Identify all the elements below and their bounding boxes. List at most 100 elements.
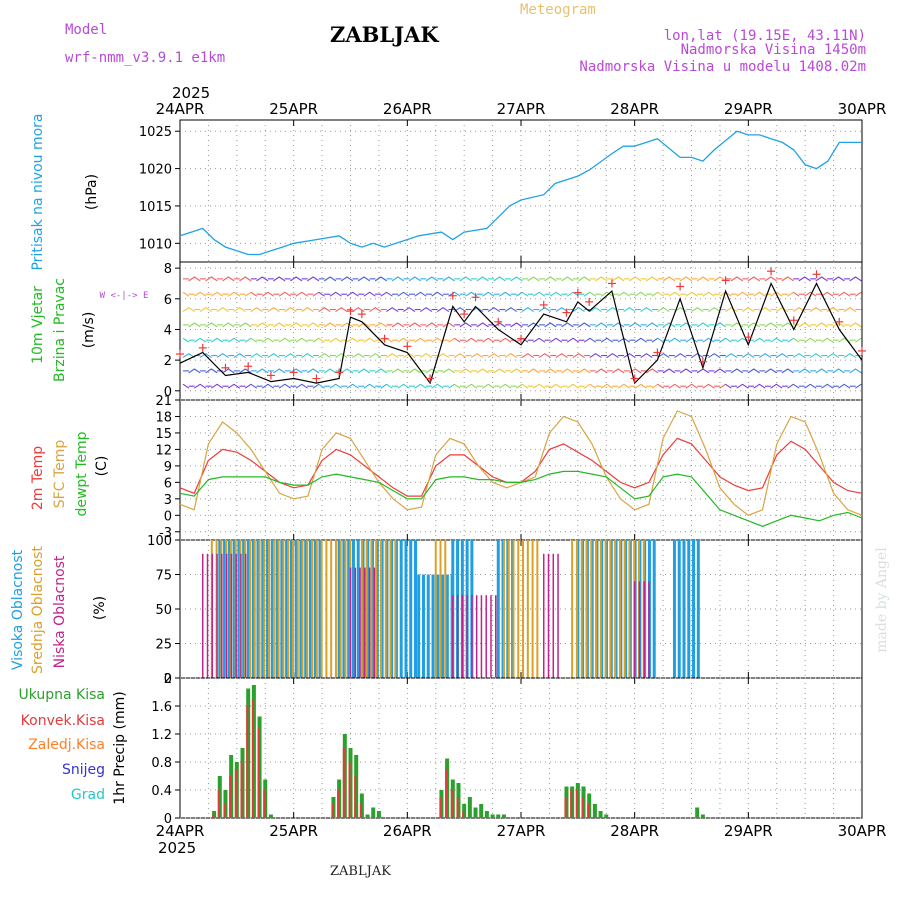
wind-arrow — [838, 383, 845, 389]
wind-arrow — [843, 291, 851, 297]
wind-arrow — [369, 291, 376, 297]
wind-arrow — [414, 291, 421, 297]
wind-arrow — [510, 353, 518, 358]
wind-arrow — [781, 353, 789, 358]
wind-arrow — [662, 368, 670, 374]
wind-arrow — [855, 276, 862, 282]
wind-arrow — [696, 307, 704, 312]
wind-arrow — [227, 291, 235, 297]
wind-arrow — [425, 307, 433, 312]
wind-arrow — [747, 276, 755, 282]
wind-arrow — [278, 383, 286, 389]
wind-arrow — [199, 291, 207, 297]
convective-precip-bar — [342, 748, 345, 818]
wind-arrow — [600, 291, 608, 297]
pressure-line — [179, 130, 862, 256]
wind-arrow — [205, 353, 212, 358]
wind-arrow — [662, 276, 670, 282]
total-precip-bar — [371, 807, 376, 818]
convective-precip-bar — [229, 776, 232, 818]
wind-arrow — [583, 276, 591, 282]
wind-arrow — [357, 307, 365, 312]
wind-arrow — [290, 353, 297, 358]
wind-arrow — [261, 383, 269, 389]
bottom-date-label: 28APR — [610, 822, 659, 840]
wind-arrow — [516, 383, 523, 389]
wind-arrow — [640, 337, 647, 343]
top-date-label: 28APR — [610, 100, 659, 118]
wind-arrow — [804, 383, 811, 389]
wind-arrow — [239, 307, 246, 312]
wind-arrow — [634, 291, 642, 297]
wind-ylabel: 10m Vjetar Brzina i Pravac (m/s) W <-|->… — [30, 278, 148, 382]
wind-arrow — [798, 276, 806, 282]
wind-arrow — [645, 276, 653, 282]
wind-arrow — [849, 322, 857, 328]
wind-arrow — [391, 368, 399, 374]
wind-arrow — [323, 353, 331, 358]
wind-arrow — [290, 322, 297, 328]
wind-arrow — [306, 276, 314, 282]
convective-precip-bar — [246, 706, 249, 818]
wind-arrow — [516, 322, 523, 328]
wind-arrow — [798, 353, 806, 358]
wind-arrow — [431, 368, 438, 374]
wind-arrow — [843, 307, 851, 312]
wind-arrow — [436, 291, 444, 297]
wind-arrow — [431, 383, 438, 389]
wind-arrow — [713, 276, 721, 282]
wind-arrow — [397, 291, 405, 297]
wind-label-2: Brzina i Pravac — [52, 278, 68, 382]
wind-arrow — [527, 276, 534, 282]
wind-arrow — [775, 383, 783, 389]
wind-arrow — [651, 276, 659, 282]
temp-ytick-label: 21 — [155, 394, 172, 409]
wind-arrow — [730, 368, 738, 374]
wind-arrow — [798, 307, 806, 312]
wind-arrow — [640, 291, 647, 297]
wind-arrow — [629, 353, 636, 358]
wind-arrow — [374, 276, 382, 282]
wind-arrow — [188, 307, 195, 312]
wind-arrow — [504, 353, 512, 358]
wind-arrow — [657, 307, 664, 312]
wind-arrow — [465, 368, 472, 374]
wind-arrow — [702, 383, 710, 389]
wind-arrow — [544, 368, 551, 374]
wind-arrow — [691, 307, 698, 312]
total-precip-bar — [365, 814, 370, 818]
wind-arrow — [386, 383, 393, 389]
wind-arrow — [250, 337, 258, 343]
wind-arrow — [549, 322, 557, 328]
wind-arrow — [256, 353, 263, 358]
wind-arrow — [798, 322, 806, 328]
wind-arrow — [725, 307, 732, 312]
model-name: wrf-nmm_v3.9.1 e1km — [65, 50, 225, 66]
wind-arrow — [301, 291, 308, 297]
total-precip-bar — [479, 804, 484, 818]
wind-arrow — [855, 383, 862, 389]
wind-arrow — [369, 307, 376, 312]
wind-arrow — [555, 291, 563, 297]
wind-arrow — [549, 368, 557, 374]
wind-ytick-label: 6 — [164, 293, 172, 308]
wind-arrow — [538, 337, 546, 343]
bottom-year: 2025 — [158, 839, 196, 857]
wind-arrow — [442, 307, 450, 312]
wind-arrow — [685, 337, 693, 343]
wind-arrow — [804, 337, 811, 343]
wind-arrow — [804, 291, 811, 297]
wind-arrow — [566, 291, 574, 297]
wind-arrow — [482, 383, 489, 389]
wind-arrow — [414, 276, 421, 282]
top-date-label: 24APR — [156, 100, 205, 118]
wind-arrow — [465, 276, 472, 282]
wind-arrow — [499, 383, 506, 389]
wind-arrow — [544, 322, 551, 328]
wind-arrow — [284, 291, 292, 297]
wind-arrow — [645, 307, 653, 312]
wind-panel: 0 2 4 6 8 — [164, 261, 866, 401]
wind-arrow — [329, 291, 337, 297]
wind-arrow — [566, 276, 574, 282]
wind-arrow — [826, 383, 834, 389]
